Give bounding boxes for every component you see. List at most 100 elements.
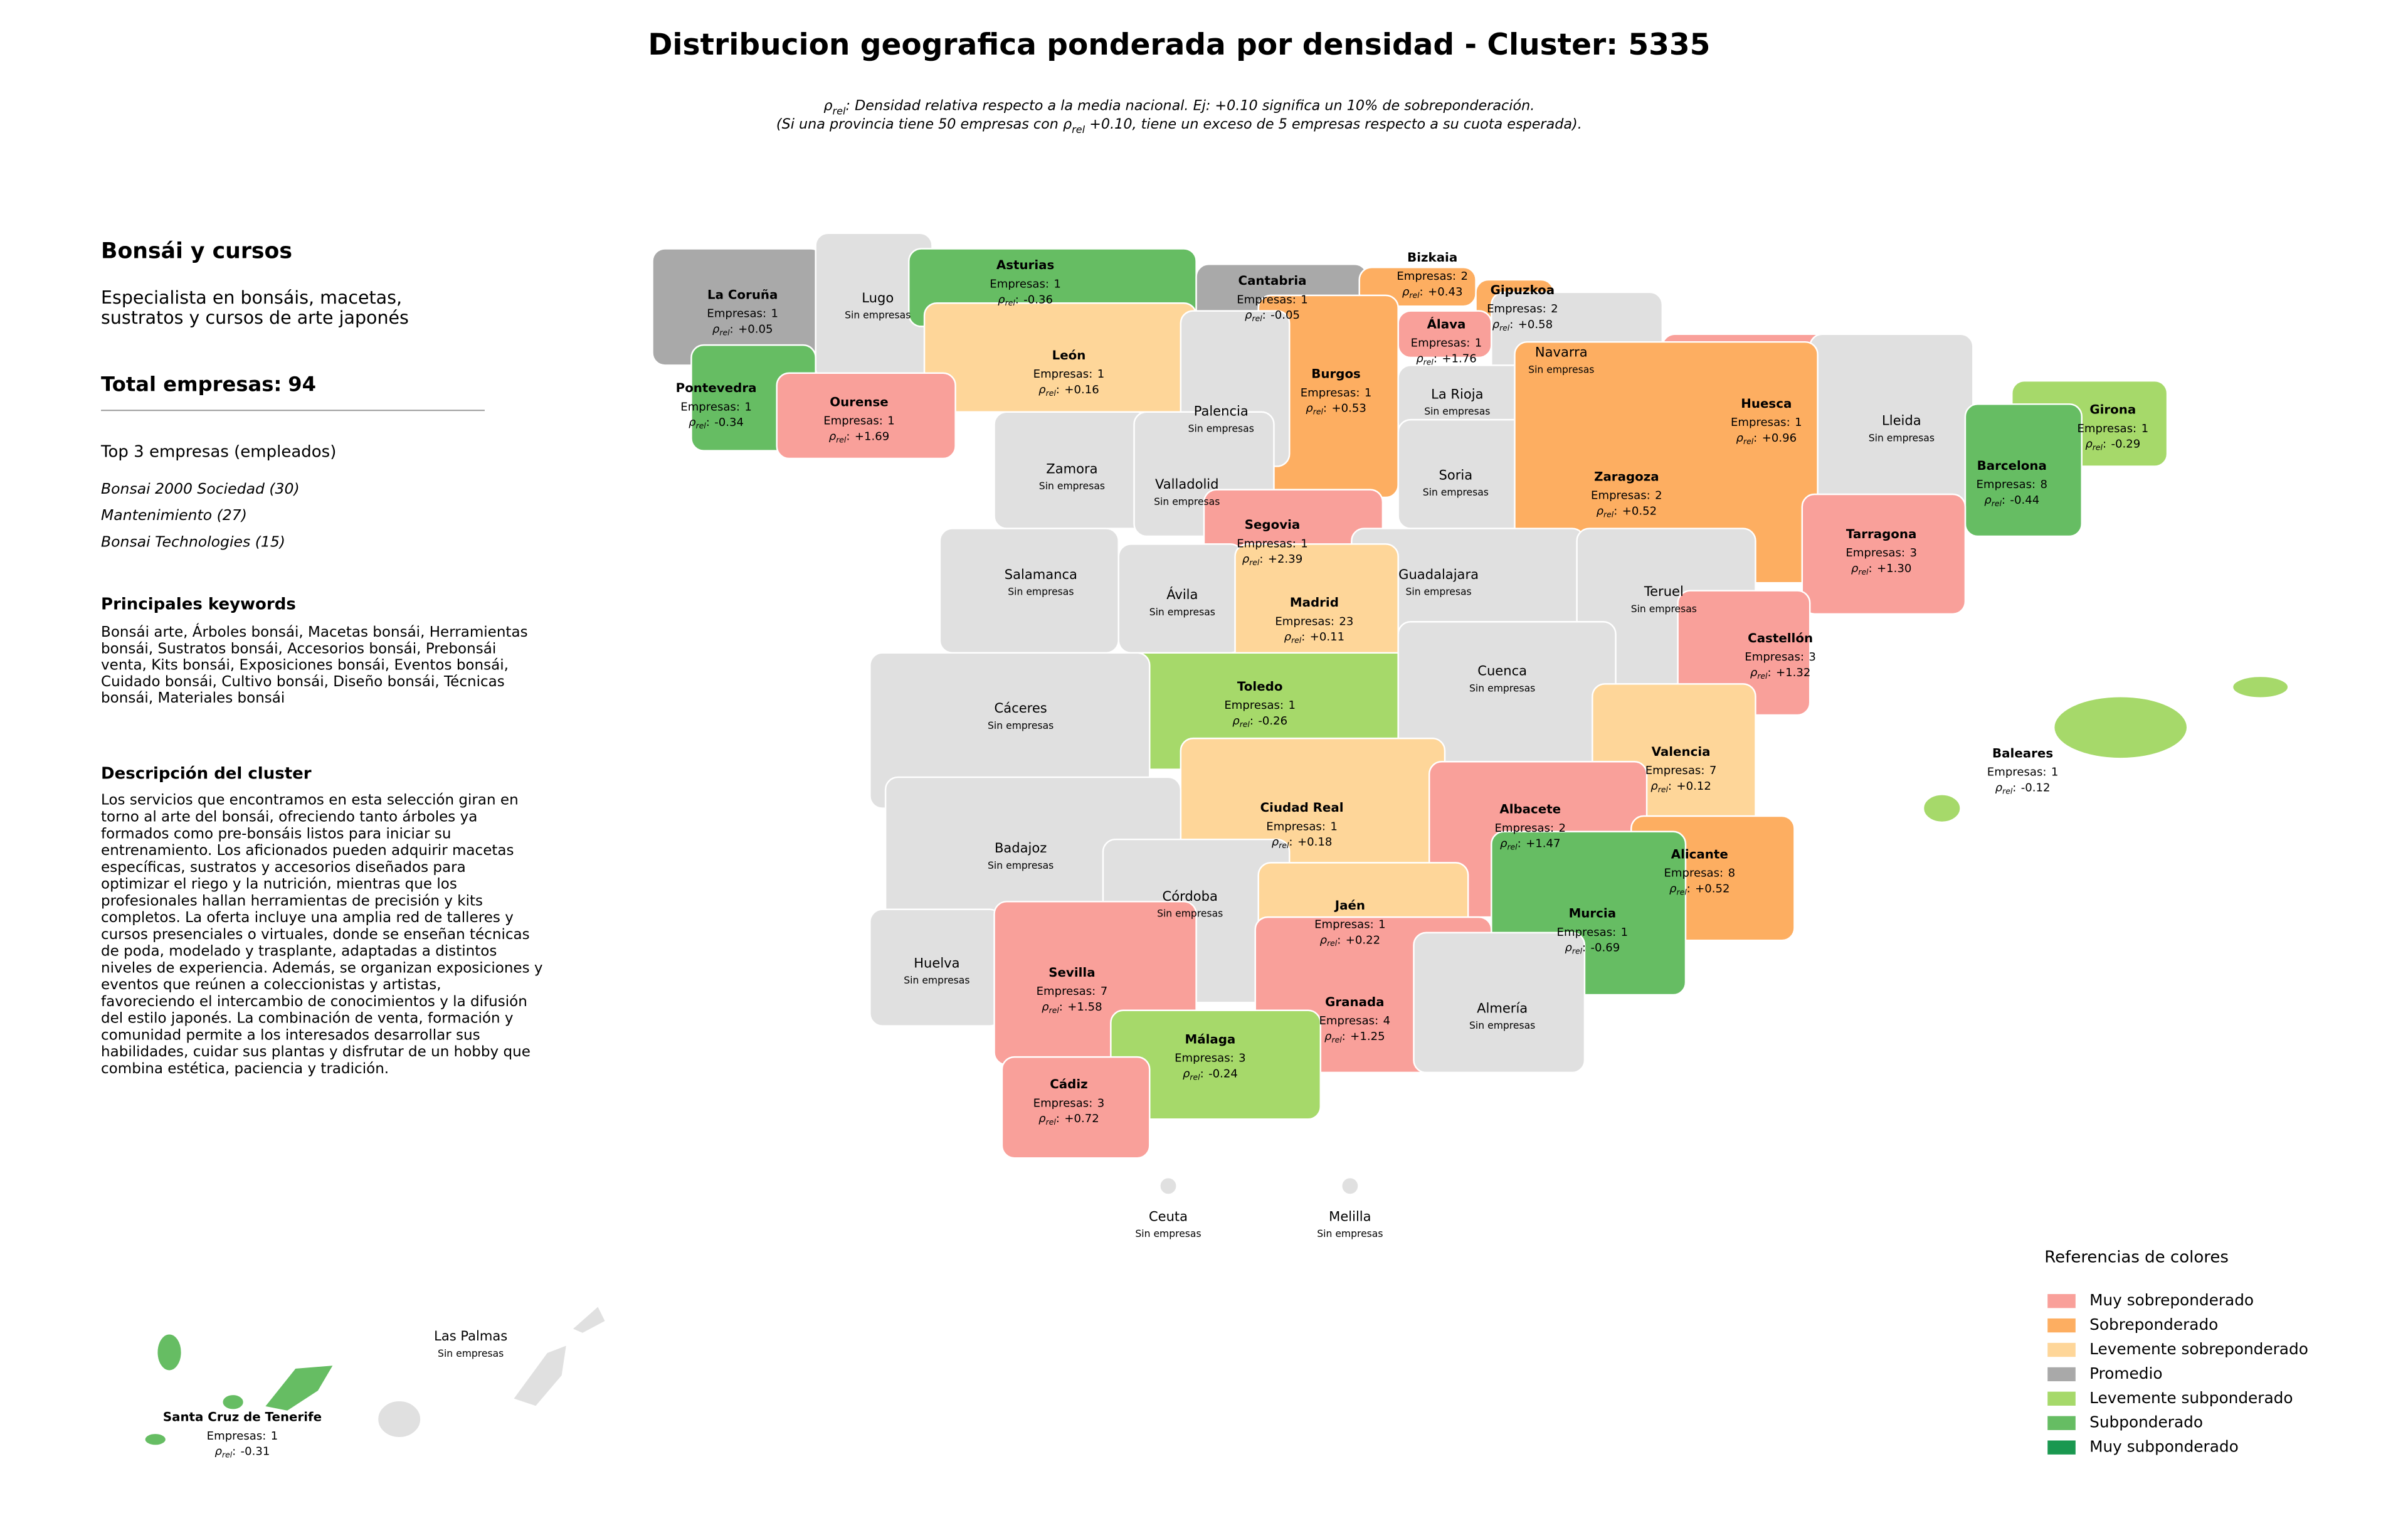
legend-swatch bbox=[2047, 1342, 2076, 1357]
rho-sep: : bbox=[730, 322, 734, 336]
total: Total empresas: 94 bbox=[101, 373, 316, 396]
companies-label: Empresas: bbox=[1319, 1014, 1379, 1027]
rho-sep: : bbox=[1259, 553, 1263, 566]
rho-sub: rel bbox=[1332, 1035, 1343, 1044]
companies: Empresas: 1 bbox=[1237, 537, 1308, 550]
rho-symbol: ρ bbox=[1242, 553, 1250, 566]
province-name: Palencia bbox=[1194, 403, 1249, 419]
companies-value: 3 bbox=[1097, 1096, 1105, 1110]
description-line: habilidades, cuidar sus plantas y disfru… bbox=[101, 1044, 531, 1060]
rho-value: +0.52 bbox=[1622, 504, 1657, 517]
rho: ρrel: +0.96 bbox=[1736, 432, 1797, 445]
companies-value: 1 bbox=[1365, 386, 1372, 400]
companies: Empresas: 1 bbox=[1987, 766, 2059, 779]
companies-label: Empresas: bbox=[990, 277, 1049, 290]
province-name: Ávila bbox=[1166, 586, 1198, 602]
rho-sub: rel bbox=[1743, 437, 1754, 445]
rho-value: -0.44 bbox=[2010, 494, 2039, 507]
rho-sub: rel bbox=[1858, 567, 1869, 576]
rho-sep: : bbox=[1323, 402, 1327, 415]
rho-value: -0.29 bbox=[2111, 438, 2140, 451]
companies-label: Empresas: bbox=[1275, 615, 1334, 628]
rho: ρrel: +0.72 bbox=[1038, 1112, 1099, 1126]
rho: ρrel: +1.47 bbox=[1500, 837, 1561, 851]
rho-symbol: ρ bbox=[1851, 562, 1859, 575]
no-companies: Sin empresas bbox=[1008, 586, 1074, 598]
rho-sep: : bbox=[1262, 309, 1266, 322]
rho-symbol: ρ bbox=[712, 322, 720, 336]
province-shape bbox=[1341, 1176, 1360, 1196]
companies: Empresas: 1 bbox=[1314, 918, 1386, 931]
no-companies: Sin empresas bbox=[1154, 496, 1220, 507]
rho: ρrel: +1.25 bbox=[1324, 1030, 1385, 1044]
province-name: Murcia bbox=[1569, 906, 1616, 921]
companies-label: Empresas: bbox=[2077, 422, 2136, 435]
companies: Empresas: 1 bbox=[1224, 699, 1296, 712]
rho-sep: : bbox=[1767, 666, 1771, 679]
no-companies: Sin empresas bbox=[1157, 908, 1223, 920]
companies-label: Empresas: bbox=[1557, 926, 1617, 939]
rho-value: -0.31 bbox=[241, 1445, 270, 1458]
province-name: Huelva bbox=[914, 955, 959, 970]
province-name: Barcelona bbox=[1977, 459, 2047, 473]
rho-symbol: ρ bbox=[1995, 781, 2003, 794]
description-line: completos. La oferta incluye una amplia … bbox=[101, 910, 514, 926]
rho-sep: : bbox=[1509, 318, 1513, 331]
companies: Empresas: 1 bbox=[707, 307, 778, 321]
rho-symbol: ρ bbox=[998, 293, 1005, 306]
rho-sub: rel bbox=[1327, 939, 1338, 948]
legend-swatch bbox=[2047, 1440, 2076, 1455]
rho-value: +1.32 bbox=[1776, 666, 1810, 679]
top-company: Bonsai Technologies (15) bbox=[101, 533, 285, 550]
top-company: Mantenimiento (27) bbox=[101, 506, 247, 524]
rho-value: -0.69 bbox=[1591, 942, 1620, 955]
description-line: formados como pre-bonsáis listos para in… bbox=[101, 825, 451, 842]
legend-label: Muy sobreponderado bbox=[2089, 1291, 2254, 1309]
province-name: Badajoz bbox=[995, 840, 1047, 856]
province-name: Madrid bbox=[1290, 595, 1339, 610]
rho-value: +0.43 bbox=[1428, 285, 1462, 299]
province-name: Lugo bbox=[862, 290, 894, 305]
companies: Empresas: 7 bbox=[1645, 764, 1717, 777]
companies: Empresas: 1 bbox=[1301, 386, 1372, 400]
province-name: Ciudad Real bbox=[1260, 800, 1344, 815]
companies: Empresas: 2 bbox=[1591, 489, 1662, 502]
description-line: cursos presenciales o virtuales, donde s… bbox=[101, 926, 530, 943]
rho-sub: rel bbox=[1046, 1118, 1057, 1127]
companies-value: 1 bbox=[2141, 422, 2149, 435]
province-name: Guadalajara bbox=[1398, 566, 1479, 582]
rho-value: +1.76 bbox=[1442, 352, 1476, 365]
companies-value: 2 bbox=[1551, 302, 1558, 316]
province-name: Soria bbox=[1439, 467, 1473, 482]
description-line: entrenamiento. Los aficionados pueden ad… bbox=[101, 842, 514, 859]
subtitle-part: rel bbox=[1072, 124, 1085, 135]
companies-label: Empresas: bbox=[1237, 537, 1296, 550]
companies-label: Empresas: bbox=[1976, 478, 2036, 491]
province-name: Cádiz bbox=[1050, 1077, 1087, 1091]
province-name: Baleares bbox=[1992, 746, 2053, 760]
rho-sep: : bbox=[1613, 504, 1617, 517]
no-companies: Sin empresas bbox=[1317, 1228, 1383, 1239]
no-companies: Sin empresas bbox=[988, 720, 1054, 731]
province-shape bbox=[776, 372, 956, 460]
rho-value: -0.34 bbox=[714, 416, 744, 429]
companies-label: Empresas: bbox=[1731, 416, 1790, 429]
companies-value: 1 bbox=[1795, 416, 1802, 429]
companies: Empresas: 1 bbox=[207, 1430, 278, 1443]
province-name: Santa Cruz de Tenerife bbox=[163, 1410, 322, 1425]
panel-subtitle: Especialista en bonsáis, macetas, bbox=[101, 287, 402, 308]
companies: Empresas: 3 bbox=[1846, 546, 1917, 560]
province-shape bbox=[1413, 931, 1586, 1074]
companies-label: Empresas: bbox=[1645, 764, 1705, 777]
companies-label: Empresas: bbox=[1314, 918, 1374, 931]
rho-sub: rel bbox=[1499, 323, 1510, 332]
rho-value: +2.39 bbox=[1268, 553, 1302, 566]
province-name: Girona bbox=[2089, 403, 2136, 417]
keywords-title: Principales keywords bbox=[101, 595, 296, 613]
rho: ρrel: -0.12 bbox=[1995, 781, 2051, 795]
companies-label: Empresas: bbox=[207, 1430, 267, 1443]
rho: ρrel: +0.53 bbox=[1306, 402, 1366, 416]
rho-sep: : bbox=[1289, 836, 1292, 849]
no-companies: Sin empresas bbox=[1423, 487, 1489, 498]
rho-value: +0.16 bbox=[1064, 383, 1099, 396]
